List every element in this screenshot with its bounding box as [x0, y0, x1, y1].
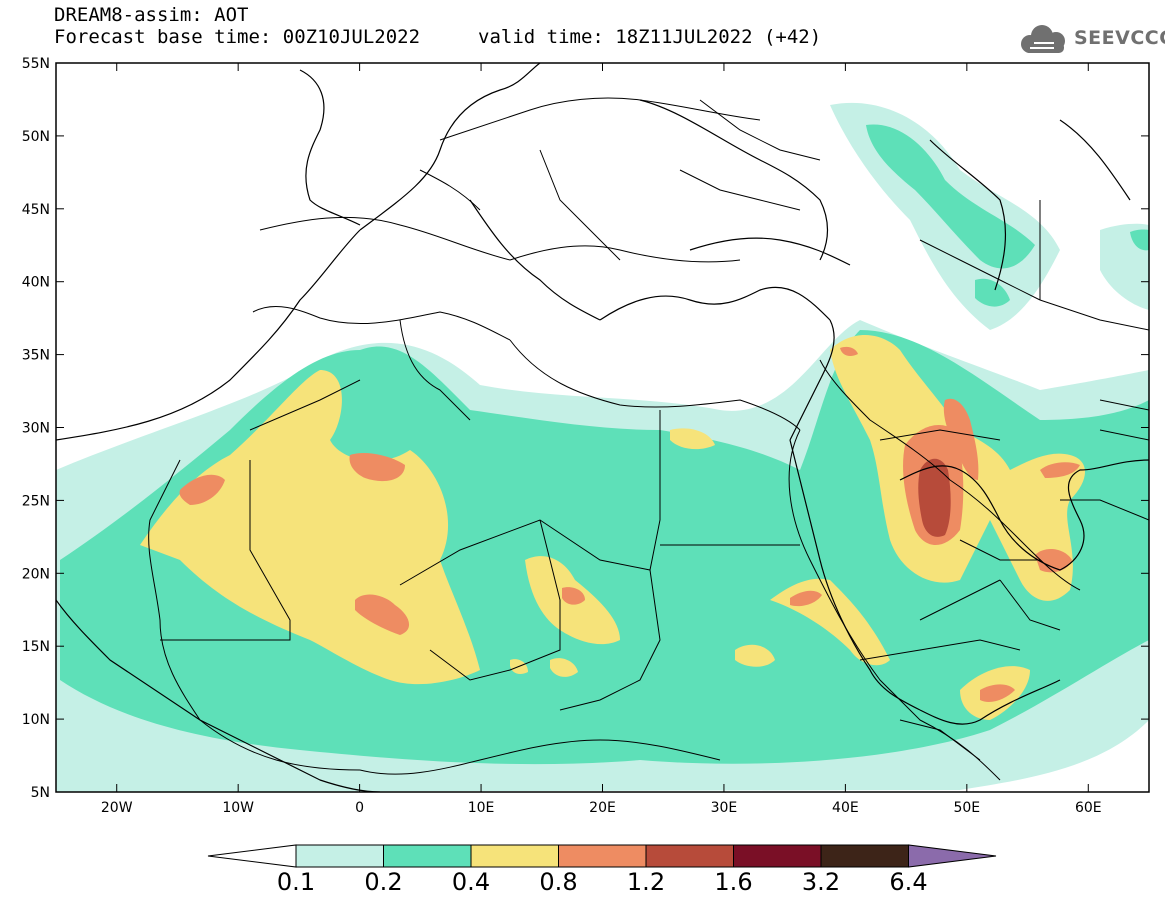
- lat-tick-label: 25N: [22, 493, 50, 509]
- colorbar-swatch: [645, 844, 734, 868]
- lat-tick-label: 20N: [22, 566, 50, 582]
- lat-tick-label: 50N: [22, 129, 50, 145]
- colorbar-max-triangle: [908, 844, 997, 868]
- lat-tick-label: 5N: [31, 785, 50, 801]
- colorbar-label: 0.4: [451, 868, 491, 896]
- lat-tick-label: 55N: [22, 56, 50, 72]
- lon-tick-label: 10W: [222, 800, 254, 816]
- lon-tick-label: 10E: [468, 800, 495, 816]
- lat-tick-label: 35N: [22, 348, 50, 364]
- colorbar-swatch: [295, 844, 384, 868]
- valid-time: valid time: 18Z11JUL2022 (+42): [478, 26, 822, 48]
- colorbar-min-triangle: [207, 844, 297, 868]
- lat-tick-label: 15N: [22, 639, 50, 655]
- colorbar-label: 0.8: [539, 868, 578, 896]
- colorbar-swatch: [558, 844, 647, 868]
- colorbar-swatch: [733, 844, 822, 868]
- aot-fields: [56, 63, 1149, 792]
- lon-tick-label: 50E: [953, 800, 980, 816]
- lon-tick-label: 20E: [589, 800, 616, 816]
- colorbar-label: 0.1: [276, 868, 316, 896]
- forecast-base-time: Forecast base time: 00Z10JUL2022: [54, 26, 421, 48]
- colorbar-swatch: [470, 844, 559, 868]
- colorbar-label: 0.2: [364, 868, 403, 896]
- lon-tick-label: 20W: [101, 800, 133, 816]
- cloud-icon: [1021, 25, 1065, 53]
- lon-tick-label: 40E: [832, 800, 859, 816]
- map-title: DREAM8-assim: AOT: [54, 4, 249, 26]
- lon-tick-label: 30E: [711, 800, 738, 816]
- lat-tick-label: 45N: [22, 202, 50, 218]
- latitude-axis: 55N 50N 45N 40N 35N 30N 25N 20N 15N 10N 5N: [22, 56, 1149, 801]
- lon-tick-label: 60E: [1075, 800, 1102, 816]
- lat-tick-label: 10N: [22, 712, 50, 728]
- colorbar-label: 1.2: [626, 868, 666, 896]
- lat-tick-label: 40N: [22, 275, 50, 291]
- colorbar-label: 6.4: [889, 868, 928, 896]
- logo-text: SEEVCCC: [1074, 27, 1165, 49]
- lat-tick-label: 30N: [22, 421, 50, 437]
- longitude-axis: 20W 10W 0 10E 20E 30E 40E 50E 60E: [101, 63, 1102, 816]
- colorbar-label: 3.2: [801, 868, 841, 896]
- lon-tick-label: 0: [355, 800, 364, 816]
- colorbar-swatch: [383, 844, 472, 868]
- colorbar-swatch: [820, 844, 909, 868]
- colorbar: [207, 844, 997, 868]
- colorbar-label: 1.6: [714, 868, 753, 896]
